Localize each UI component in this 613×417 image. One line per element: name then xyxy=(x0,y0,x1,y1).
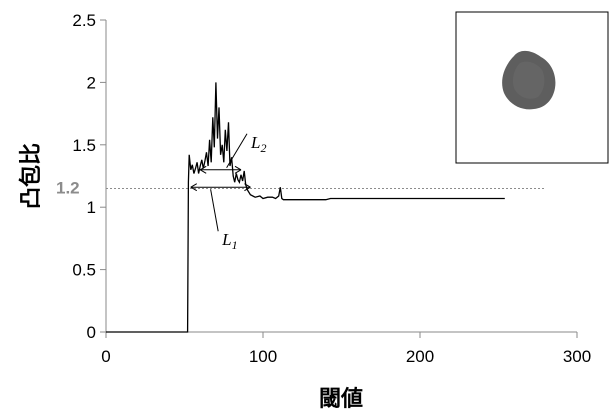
y-tick-label: 1.5 xyxy=(72,136,96,155)
y-tick-label: 0 xyxy=(87,323,96,342)
y-tick-label: 2 xyxy=(87,73,96,92)
x-tick-label: 200 xyxy=(406,347,434,366)
arrowhead xyxy=(190,183,198,192)
annotation-leader xyxy=(226,133,248,169)
y-tick-group: 0 0.5 1 1.5 2 2.5 xyxy=(72,11,106,342)
arrowhead xyxy=(244,183,251,192)
annotation-label: L1 xyxy=(221,230,237,252)
annotation-label: L2 xyxy=(250,133,266,155)
x-axis-title: 閾値 xyxy=(319,387,363,412)
y-axis-title: 凸包比 xyxy=(18,143,44,209)
x-tick-label: 300 xyxy=(563,347,591,366)
annotation-leader xyxy=(210,189,219,232)
series-line xyxy=(106,82,505,333)
x-tick-label: 100 xyxy=(249,347,277,366)
arrowhead xyxy=(234,165,242,174)
arrowhead xyxy=(199,165,207,174)
y-tick-label: 0.5 xyxy=(72,261,96,280)
x-tick-label: 0 xyxy=(101,347,110,366)
y-tick-label: 2.5 xyxy=(72,11,96,30)
x-tick-group: 0 100 200 300 xyxy=(101,332,591,366)
cell-blob-texture xyxy=(512,61,545,99)
annotation-group: L2 L1 xyxy=(190,133,266,252)
inset-image xyxy=(455,11,609,164)
y-tick-label: 1 xyxy=(87,198,96,217)
reference-line-label: 1.2 xyxy=(56,178,80,197)
